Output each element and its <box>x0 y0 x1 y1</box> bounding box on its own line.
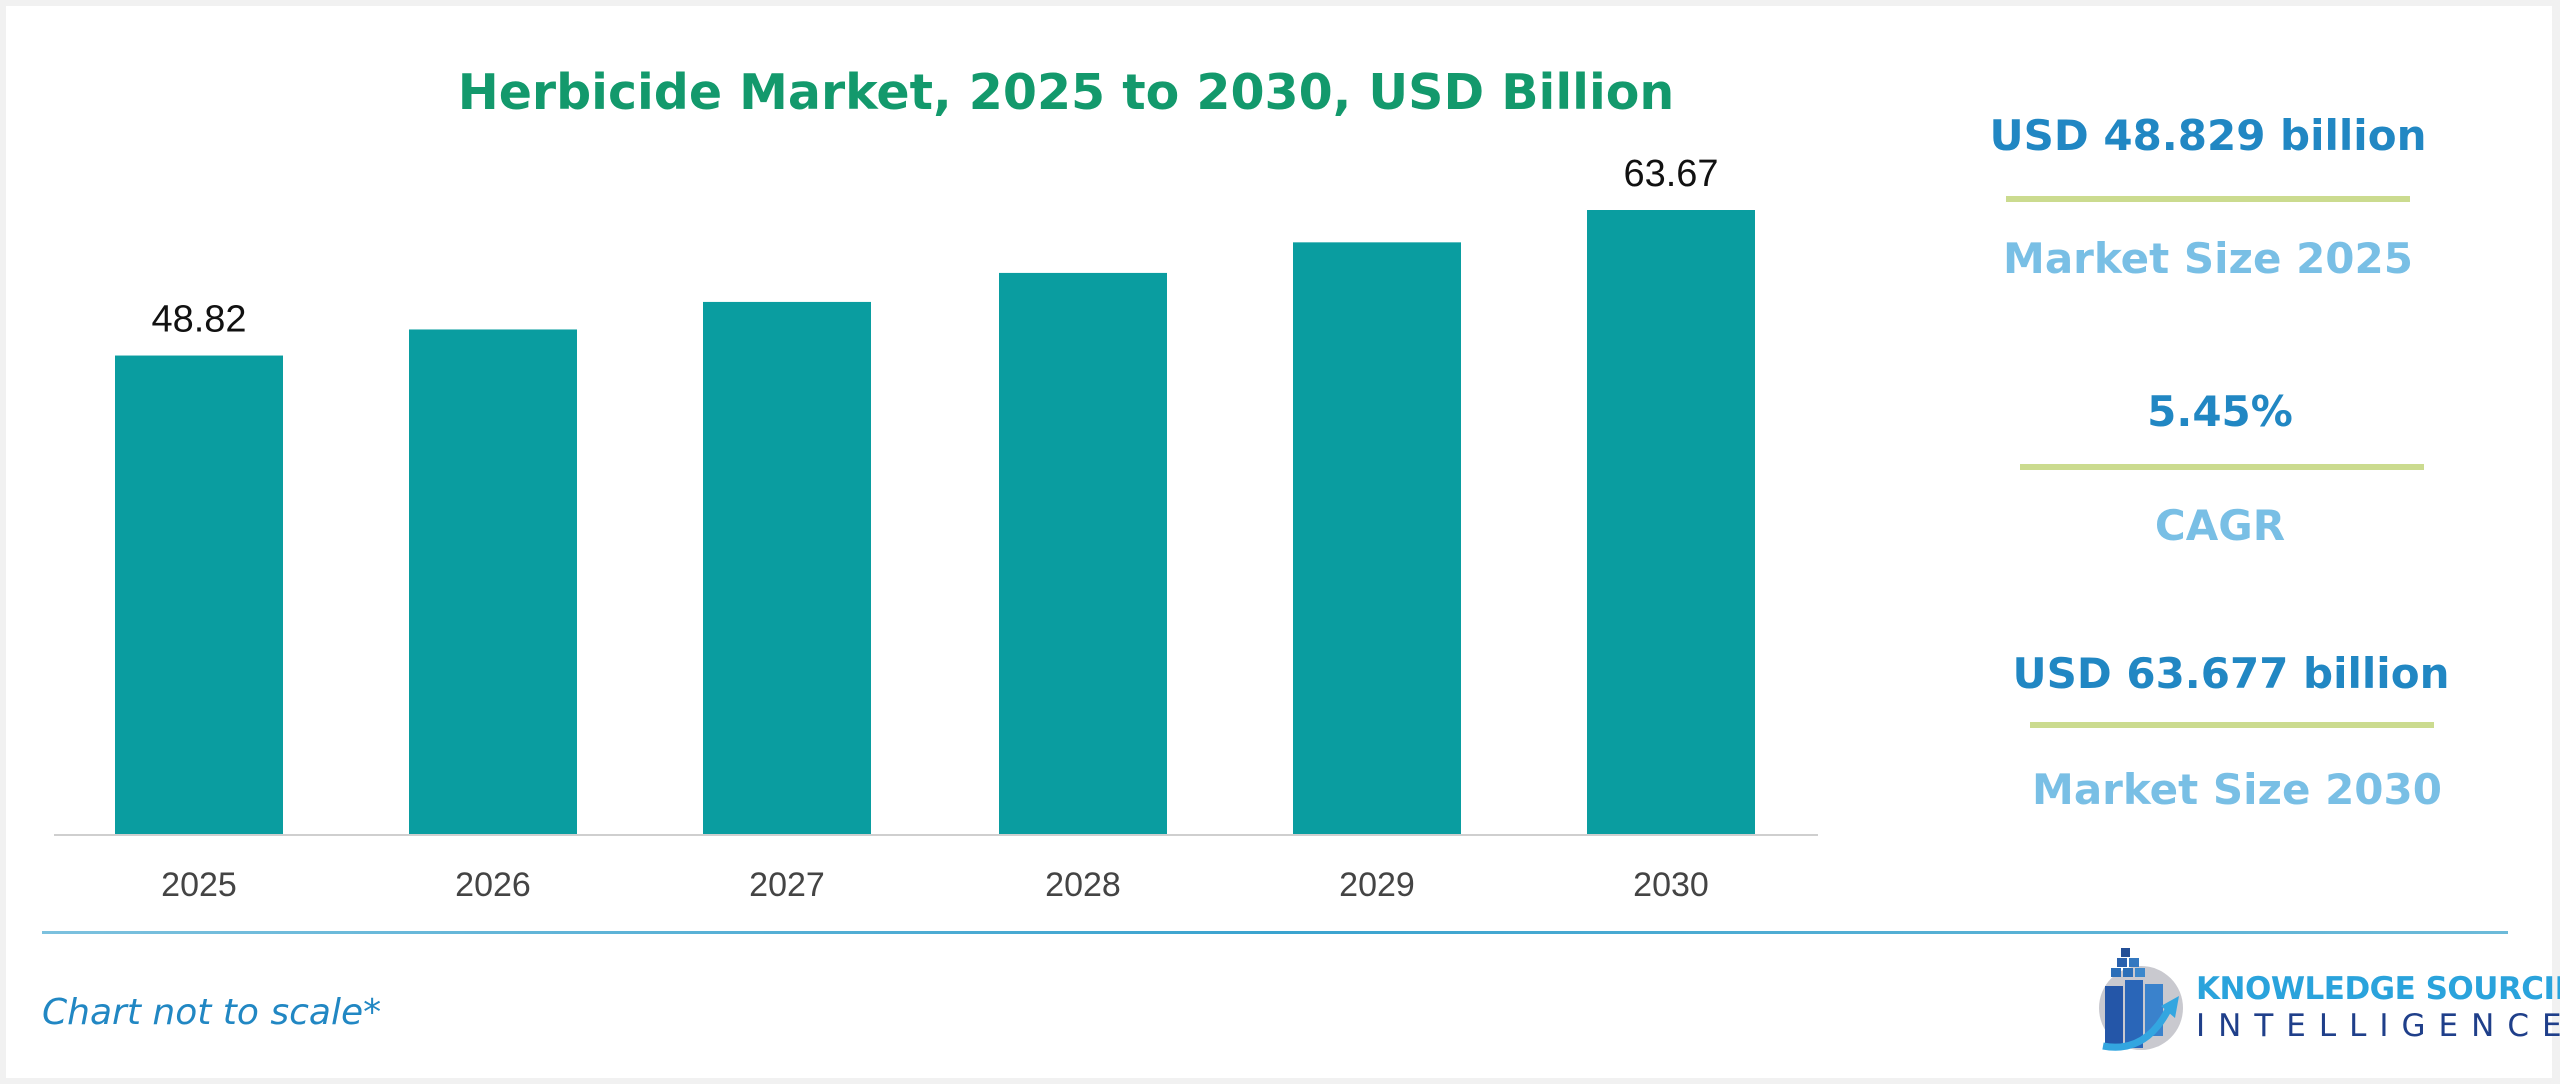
bar-2029 <box>1293 242 1461 834</box>
kpi-market-size-2030-label: Market Size 2030 <box>2032 765 2442 814</box>
x-tick-label: 2027 <box>749 866 825 904</box>
chart-note: Chart not to scale* <box>42 992 382 1033</box>
data-label: 48.82 <box>151 299 246 341</box>
bar-2025 <box>115 355 283 834</box>
logo-text-line1: KNOWLEDGE SOURCING <box>2196 971 2560 1007</box>
bar-2027 <box>703 301 871 834</box>
footer-divider <box>42 931 2508 934</box>
kpi-divider <box>2020 464 2424 470</box>
x-tick-label: 2028 <box>1045 866 1121 904</box>
bar-2030 <box>1587 210 1755 834</box>
x-tick-label: 2030 <box>1633 866 1709 904</box>
x-tick-label: 2025 <box>161 866 237 904</box>
kpi-market-size-2030-value: USD 63.677 billion <box>2012 649 2450 698</box>
chart-title: Herbicide Market, 2025 to 2030, USD Bill… <box>457 64 1675 121</box>
bar-2026 <box>409 329 577 834</box>
kpi-cagr-label: CAGR <box>2154 501 2286 550</box>
logo-mark-icon <box>2099 948 2183 1051</box>
x-tick-label: 2029 <box>1339 866 1415 904</box>
data-label: 63.67 <box>1623 153 1718 195</box>
logo-text-line2: INTELLIGENCE <box>2196 1008 2560 1044</box>
infographic-card: Herbicide Market, 2025 to 2030, USD Bill… <box>6 6 2560 1078</box>
kpi-cagr-value: 5.45% <box>2147 387 2293 436</box>
x-tick-label: 2026 <box>455 866 531 904</box>
bar-2028 <box>999 272 1167 834</box>
kpi-divider <box>2030 722 2434 728</box>
kpi-market-size-2025-label: Market Size 2025 <box>2003 234 2413 283</box>
kpi-market-size-2025-value: USD 48.829 billion <box>1989 111 2427 160</box>
company-logo: KNOWLEDGE SOURCING INTELLIGENCE <box>2091 946 2560 1056</box>
bar-chart: 2025 48.82 2026 2027 2028 2029 2030 63.67 <box>54 153 1818 904</box>
kpi-divider <box>2006 196 2410 202</box>
